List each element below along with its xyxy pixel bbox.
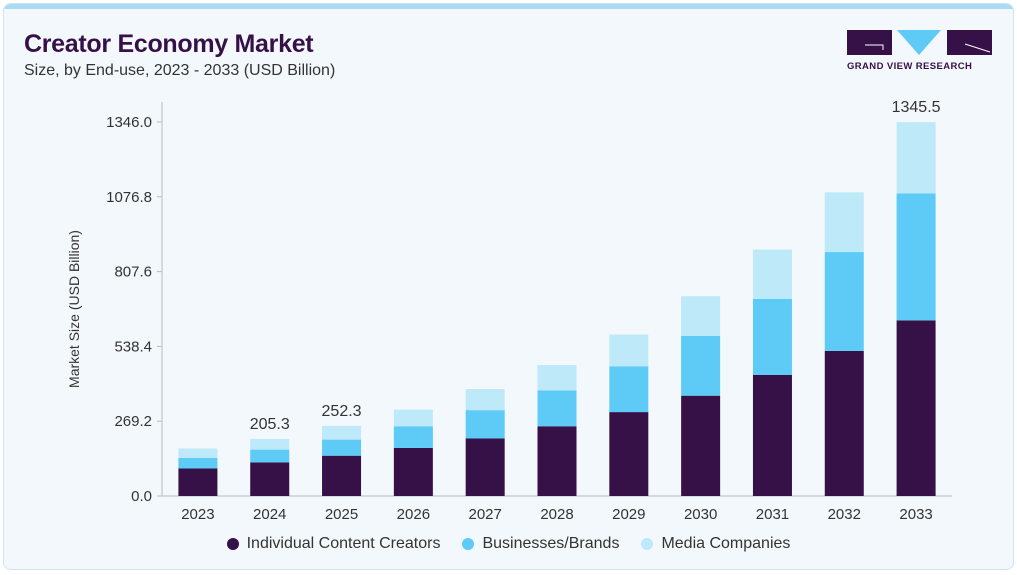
data-label-2025: 252.3 bbox=[322, 403, 362, 420]
grand-view-research-logo bbox=[847, 30, 992, 55]
bar-segment-2026-series-1 bbox=[393, 426, 433, 448]
bar-segment-2031-series-2 bbox=[752, 249, 792, 299]
bar-segment-2032-series-2 bbox=[824, 192, 864, 253]
bar-segment-2033-series-0 bbox=[896, 320, 936, 496]
chart-card: Creator Economy Market Size, by End-use,… bbox=[3, 3, 1014, 570]
legend-swatch bbox=[462, 538, 475, 550]
legend-item-media-companies: Media Companies bbox=[641, 535, 790, 553]
bar-segment-2027-series-0 bbox=[465, 438, 505, 496]
bar-segment-2023-series-2 bbox=[178, 448, 218, 458]
x-tick-label: 2031 bbox=[756, 506, 789, 523]
x-tick-label: 2023 bbox=[181, 506, 214, 523]
y-tick-label: 1076.8 bbox=[106, 189, 152, 206]
legend-item-individual-content-creators: Individual Content Creators bbox=[226, 535, 441, 553]
legend-label: Individual Content Creators bbox=[246, 535, 441, 552]
x-tick-label: 2030 bbox=[684, 506, 717, 523]
top-accent-bar bbox=[4, 4, 1013, 9]
legend-item-businesses-brands: Businesses/Brands bbox=[462, 535, 619, 553]
bar-segment-2027-series-2 bbox=[465, 389, 505, 411]
bar-segment-2025-series-1 bbox=[322, 439, 362, 456]
chart-title: Creator Economy Market bbox=[24, 30, 314, 58]
bar-segment-2023-series-0 bbox=[178, 468, 218, 496]
y-tick-label: 1346.0 bbox=[106, 114, 152, 131]
data-label-2033: 1345.5 bbox=[892, 99, 941, 116]
data-label-2024: 205.3 bbox=[250, 416, 290, 433]
legend-label: Media Companies bbox=[661, 535, 791, 552]
bar-segment-2026-series-2 bbox=[393, 409, 433, 427]
legend-swatch bbox=[226, 538, 239, 550]
bar-segment-2030-series-0 bbox=[681, 395, 721, 496]
x-tick-label: 2025 bbox=[325, 506, 358, 523]
bar-segment-2030-series-1 bbox=[681, 335, 721, 396]
bar-segment-2025-series-0 bbox=[322, 455, 362, 496]
bar-segment-2031-series-1 bbox=[752, 298, 792, 375]
bar-segment-2032-series-0 bbox=[824, 350, 864, 496]
bar-segment-2031-series-0 bbox=[752, 374, 792, 496]
bar-segment-2028-series-2 bbox=[537, 365, 577, 391]
bar-segment-2033-series-1 bbox=[896, 193, 936, 321]
bar-segment-2029-series-2 bbox=[609, 334, 649, 367]
bar-segment-2023-series-1 bbox=[178, 457, 218, 469]
y-tick-label: 538.4 bbox=[114, 338, 152, 355]
legend-swatch bbox=[641, 538, 654, 550]
y-tick-label: 0.0 bbox=[131, 488, 152, 505]
legend: Individual Content Creators Businesses/B… bbox=[4, 535, 1013, 553]
x-tick-label: 2029 bbox=[612, 506, 645, 523]
stacked-bar-chart: 0.0 269.2 538.4 807.6 1076.8 1346.0 Market Siz… bbox=[66, 99, 952, 523]
bar-segment-2025-series-2 bbox=[322, 425, 362, 440]
y-tick-label: 269.2 bbox=[114, 413, 152, 430]
y-tick-label: 807.6 bbox=[114, 264, 152, 281]
x-tick-label: 2026 bbox=[397, 506, 430, 523]
bar-segment-2024-series-2 bbox=[250, 438, 290, 450]
bar-segment-2028-series-0 bbox=[537, 426, 577, 496]
y-axis-title: Market Size (USD Billion) bbox=[66, 230, 82, 388]
bar-segment-2027-series-1 bbox=[465, 410, 505, 439]
bar-segment-2026-series-0 bbox=[393, 447, 433, 496]
logo-text: GRAND VIEW RESEARCH bbox=[847, 61, 973, 72]
bar-segment-2030-series-2 bbox=[681, 296, 721, 336]
x-tick-label: 2027 bbox=[468, 506, 501, 523]
chart-subtitle: Size, by End-use, 2023 - 2033 (USD Billi… bbox=[24, 62, 336, 79]
bar-segment-2024-series-1 bbox=[250, 449, 290, 463]
x-tick-label: 2033 bbox=[899, 506, 932, 523]
bar-segment-2024-series-0 bbox=[250, 462, 290, 496]
bar-segment-2029-series-0 bbox=[609, 412, 649, 496]
x-tick-label: 2024 bbox=[253, 506, 286, 523]
x-tick-label: 2032 bbox=[828, 506, 861, 523]
x-tick-label: 2028 bbox=[540, 506, 573, 523]
bar-segment-2032-series-1 bbox=[824, 252, 864, 351]
legend-label: Businesses/Brands bbox=[482, 535, 620, 552]
bar-segment-2033-series-2 bbox=[896, 122, 936, 194]
bar-segment-2029-series-1 bbox=[609, 366, 649, 413]
bar-segment-2028-series-1 bbox=[537, 390, 577, 427]
